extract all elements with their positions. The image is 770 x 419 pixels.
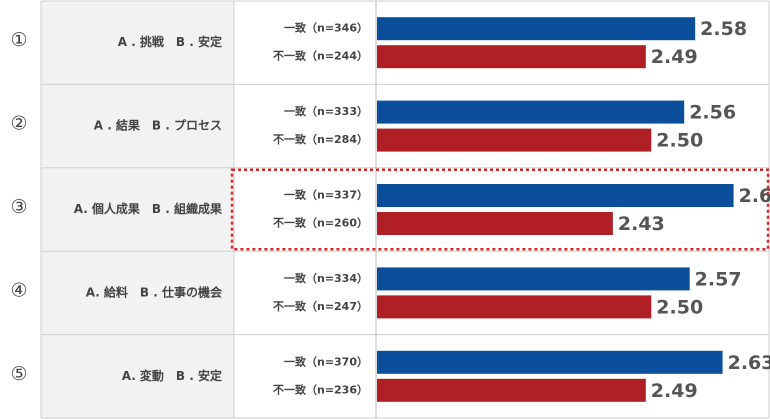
- bar-match: [377, 100, 685, 124]
- bar-value-label: 2.50: [656, 296, 703, 318]
- label-column-bg: [41, 1, 234, 418]
- bar-match: [377, 267, 690, 291]
- category-label: A. 給料 B . 仕事の機会: [86, 284, 223, 299]
- bar-series-label: 不一致（n=260）: [273, 216, 368, 230]
- highlight-box: [230, 168, 770, 251]
- bar-match: [377, 184, 734, 207]
- item-number: ⑤: [10, 363, 27, 385]
- category-label: A . 結果 B . プロセス: [94, 118, 222, 133]
- bar-series-label: 一致（n=333）: [284, 104, 368, 118]
- bar-value-label: 2.57: [695, 268, 742, 290]
- item-number: ①: [10, 29, 27, 51]
- bar-value-label: 2.65: [739, 185, 770, 207]
- category-label: A. 個人成果 B . 組織成果: [74, 201, 222, 216]
- bar-series-label: 不一致（n=284）: [273, 132, 368, 146]
- bar-mismatch: [377, 128, 652, 152]
- bar-value-label: 2.63: [728, 352, 770, 374]
- item-number: ④: [10, 279, 27, 301]
- bar-series-label: 不一致（n=247）: [273, 299, 368, 313]
- bar-mismatch: [377, 212, 613, 235]
- bar-series-label: 一致（n=334）: [284, 271, 368, 285]
- item-number: ③: [10, 196, 27, 218]
- bar-series-label: 一致（n=346）: [284, 21, 368, 35]
- category-label: A . 挑戦 B . 安定: [118, 34, 222, 49]
- bar-match: [377, 350, 723, 374]
- bar-value-label: 2.43: [618, 213, 665, 235]
- item-number: ②: [10, 113, 27, 135]
- bar-match: [377, 17, 696, 41]
- bar-series-label: 一致（n=370）: [284, 354, 368, 368]
- bar-series-label: 一致（n=337）: [284, 188, 368, 202]
- bar-value-label: 2.49: [651, 46, 698, 68]
- bar-series-label: 不一致（n=244）: [273, 49, 368, 63]
- bar-value-label: 2.49: [651, 380, 698, 402]
- bar-value-label: 2.58: [700, 18, 747, 40]
- category-label: A. 変動 B . 安定: [122, 368, 222, 383]
- bar-value-label: 2.50: [656, 130, 703, 152]
- bar-mismatch: [377, 45, 646, 69]
- bar-mismatch: [377, 295, 652, 319]
- bar-mismatch: [377, 378, 646, 402]
- bar-series-label: 不一致（n=236）: [273, 382, 368, 396]
- bar-value-label: 2.56: [689, 102, 736, 124]
